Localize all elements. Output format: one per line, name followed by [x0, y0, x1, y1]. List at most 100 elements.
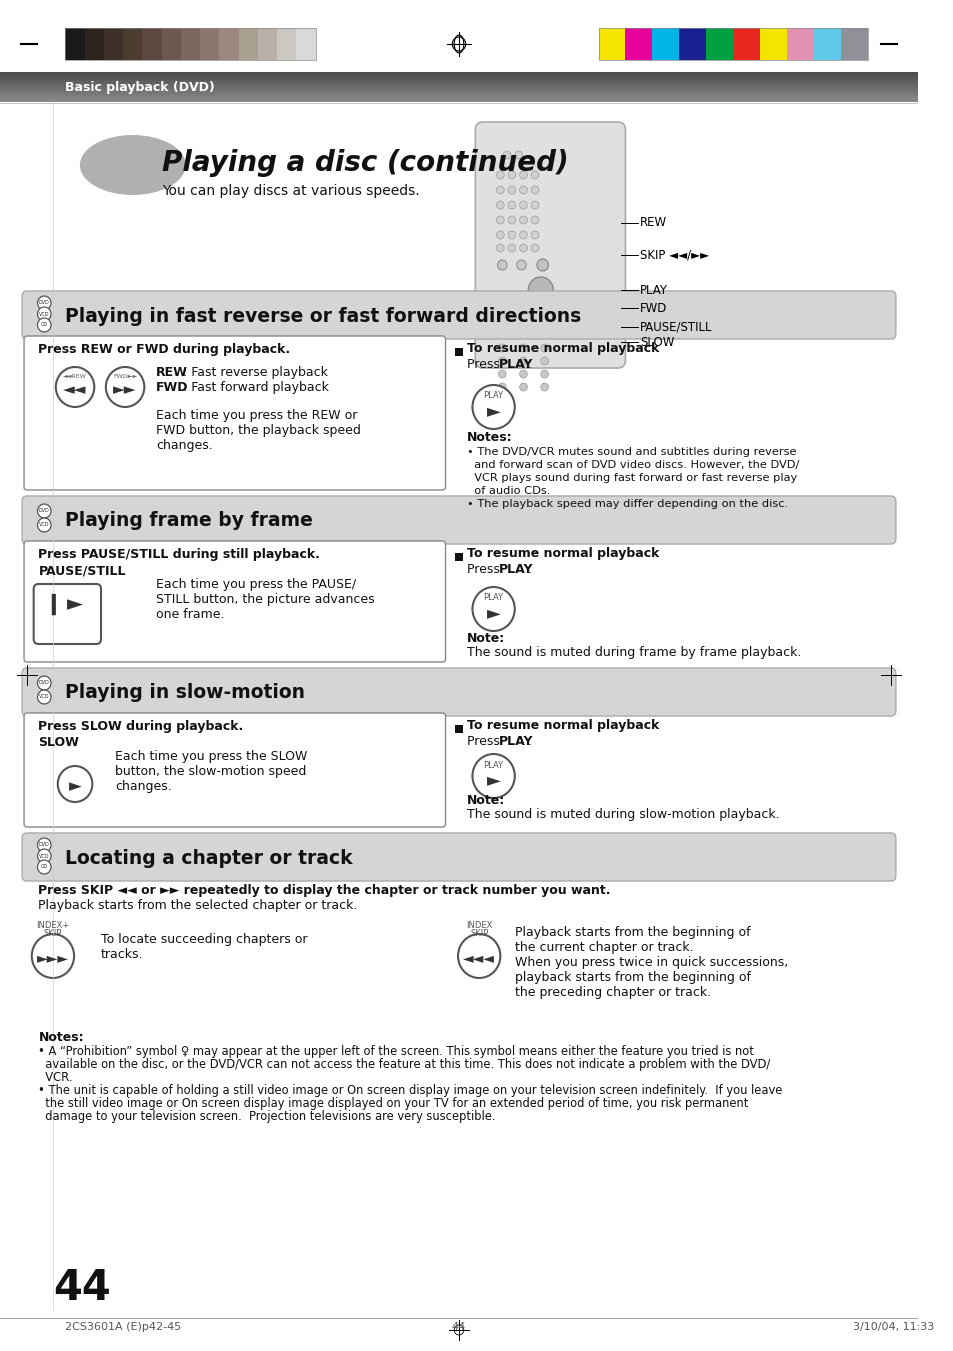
Text: SKIP: SKIP — [44, 929, 62, 939]
Circle shape — [497, 259, 507, 270]
Text: PLAY: PLAY — [497, 735, 533, 748]
Text: CD: CD — [41, 865, 48, 870]
FancyBboxPatch shape — [475, 122, 625, 367]
FancyBboxPatch shape — [33, 584, 101, 644]
Text: ◄◄◄: ◄◄◄ — [463, 951, 495, 965]
Circle shape — [508, 172, 516, 178]
Text: DVD: DVD — [39, 508, 50, 513]
Text: VCR.: VCR. — [38, 1071, 73, 1084]
Text: Press: Press — [466, 358, 503, 372]
Bar — [0, 73, 917, 76]
Circle shape — [508, 245, 516, 253]
Text: Press REW or FWD during playback.: Press REW or FWD during playback. — [38, 343, 291, 357]
Bar — [786, 28, 813, 59]
Bar — [142, 28, 161, 59]
Bar — [0, 78, 917, 80]
Text: VCD: VCD — [39, 523, 50, 527]
Text: ▎►: ▎► — [51, 593, 83, 615]
Text: INDEX: INDEX — [465, 920, 492, 929]
Bar — [123, 28, 142, 59]
Bar — [0, 77, 917, 78]
Bar — [813, 28, 841, 59]
Text: Note:: Note: — [466, 794, 504, 807]
Bar — [0, 100, 917, 101]
Bar — [760, 28, 786, 59]
Text: SKIP: SKIP — [470, 929, 488, 939]
Text: STILL button, the picture advances: STILL button, the picture advances — [155, 593, 375, 607]
Bar — [66, 28, 315, 59]
Text: You can play discs at various speeds.: You can play discs at various speeds. — [161, 184, 418, 199]
Text: .: . — [527, 358, 531, 372]
Circle shape — [496, 172, 504, 178]
Circle shape — [508, 231, 516, 239]
Text: Press SKIP ◄◄ or ►► repeatedly to display the chapter or track number you want.: Press SKIP ◄◄ or ►► repeatedly to displa… — [38, 884, 610, 897]
Bar — [455, 349, 462, 357]
Text: tracks.: tracks. — [101, 948, 143, 961]
Bar — [0, 96, 917, 97]
Circle shape — [519, 370, 527, 378]
Circle shape — [540, 382, 548, 390]
Bar — [66, 28, 85, 59]
Circle shape — [519, 382, 527, 390]
Circle shape — [503, 151, 511, 159]
Text: To resume normal playback: To resume normal playback — [466, 547, 659, 561]
FancyBboxPatch shape — [22, 290, 895, 339]
Text: SKIP ◄◄/►►: SKIP ◄◄/►► — [639, 249, 708, 262]
Text: ►►►: ►►► — [37, 951, 69, 965]
Bar — [0, 81, 917, 82]
Bar — [219, 28, 238, 59]
Text: button, the slow-motion speed: button, the slow-motion speed — [115, 765, 307, 778]
Bar — [276, 28, 296, 59]
Bar — [0, 91, 917, 92]
Circle shape — [37, 296, 51, 309]
Circle shape — [31, 934, 74, 978]
Circle shape — [106, 367, 144, 407]
Circle shape — [496, 186, 504, 195]
Text: Playing frame by frame: Playing frame by frame — [66, 512, 313, 531]
Text: the current chapter or track.: the current chapter or track. — [515, 942, 693, 954]
Circle shape — [531, 216, 538, 224]
Text: Press PAUSE/STILL during still playback.: Press PAUSE/STILL during still playback. — [38, 549, 320, 561]
Bar — [104, 28, 123, 59]
Circle shape — [508, 201, 516, 209]
Circle shape — [540, 345, 548, 353]
Text: Playing in fast reverse or fast forward directions: Playing in fast reverse or fast forward … — [66, 307, 581, 326]
Text: VCD: VCD — [39, 312, 50, 316]
Text: Note:: Note: — [466, 632, 504, 644]
Text: Notes:: Notes: — [466, 431, 512, 444]
Text: Locating a chapter or track: Locating a chapter or track — [66, 848, 353, 867]
Text: ►►: ►► — [113, 382, 136, 397]
Bar — [296, 28, 315, 59]
Circle shape — [502, 320, 516, 334]
Text: ◄◄: ◄◄ — [63, 382, 87, 397]
Circle shape — [496, 201, 504, 209]
Circle shape — [503, 297, 524, 319]
FancyBboxPatch shape — [24, 540, 445, 662]
Circle shape — [519, 345, 527, 353]
Circle shape — [37, 307, 51, 322]
Circle shape — [531, 245, 538, 253]
Text: To locate succeeding chapters or: To locate succeeding chapters or — [101, 934, 307, 946]
Text: ►: ► — [486, 771, 500, 789]
Text: FWD button, the playback speed: FWD button, the playback speed — [155, 424, 360, 436]
Circle shape — [37, 838, 51, 852]
Text: ◄◄REW: ◄◄REW — [63, 373, 87, 378]
Circle shape — [540, 370, 548, 378]
Text: PLAY: PLAY — [483, 761, 503, 770]
Text: : Fast reverse playback: : Fast reverse playback — [183, 366, 328, 380]
Bar — [733, 28, 760, 59]
Text: and forward scan of DVD video discs. However, the DVD/: and forward scan of DVD video discs. How… — [466, 459, 799, 470]
Bar — [0, 80, 917, 81]
Text: VCD: VCD — [39, 694, 50, 700]
Text: Press: Press — [466, 563, 503, 576]
Text: : Fast forward playback: : Fast forward playback — [183, 381, 329, 394]
Text: available on the disc, or the DVD/VCR can not access the feature at this time. T: available on the disc, or the DVD/VCR ca… — [38, 1058, 770, 1071]
Text: Playing in slow-motion: Playing in slow-motion — [66, 684, 305, 703]
Text: • A “Prohibition” symbol ♀ may appear at the upper left of the screen. This symb: • A “Prohibition” symbol ♀ may appear at… — [38, 1046, 754, 1058]
Text: • The playback speed may differ depending on the disc.: • The playback speed may differ dependin… — [466, 499, 787, 509]
FancyBboxPatch shape — [24, 713, 445, 827]
Bar — [0, 93, 917, 95]
Text: When you press twice in quick successions,: When you press twice in quick succession… — [515, 957, 787, 969]
Bar — [0, 84, 917, 85]
Text: Press: Press — [466, 735, 503, 748]
